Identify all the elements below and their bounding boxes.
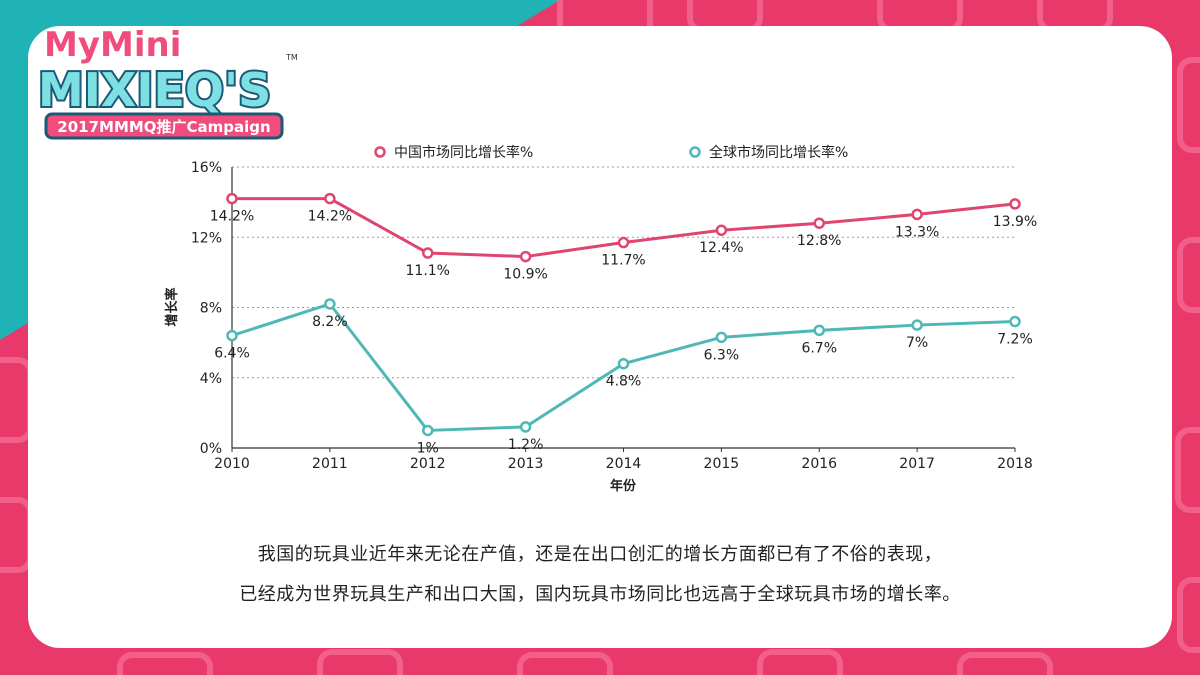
data-label: 7% <box>906 335 928 351</box>
data-point <box>226 329 238 342</box>
global-series: 6.4% 8.2% 1% 1.2% 4.8% 6.3% 6.7% 7% 7.2% <box>214 298 1033 456</box>
data-label: 1% <box>417 440 439 456</box>
chart-series: 14.2% 14.2% 11.1% 10.9% 11.7% 12.4% 12.8% 13.3%… <box>210 192 1037 456</box>
x-axis-title: 年份 <box>610 478 637 494</box>
x-tick-label: 2016 <box>801 456 837 472</box>
x-tick-label: 2012 <box>410 456 446 472</box>
legend-marker <box>374 146 386 158</box>
data-label: 13.9% <box>993 214 1037 230</box>
chart-gridlines <box>232 166 1015 379</box>
data-point <box>911 319 923 331</box>
data-label: 11.7% <box>601 253 645 269</box>
x-tick-label: 2010 <box>214 456 250 472</box>
data-point <box>519 421 532 433</box>
mymini-mixieqs-logo: MyMini MIXIEQ'S TM 2017MMMQ推广Campaign <box>36 24 298 140</box>
x-tick-labels: 2010 2011 2012 2013 2014 2015 2016 2017 2018 <box>214 448 1033 472</box>
data-point <box>324 192 336 205</box>
data-label: 12.4% <box>699 240 743 256</box>
data-label: 13.3% <box>895 224 939 240</box>
y-axis-title: 增长率 <box>164 287 180 326</box>
y-tick-labels: 0% 4% 8% 12% 16% <box>191 160 222 457</box>
data-point <box>226 192 238 205</box>
data-point <box>813 324 825 337</box>
data-point <box>617 357 630 370</box>
data-label: 6.3% <box>704 347 740 363</box>
x-tick-label: 2011 <box>312 456 348 472</box>
campaign-text: 2017MMMQ推广Campaign <box>57 118 270 136</box>
data-point <box>813 217 825 229</box>
y-tick-label: 4% <box>200 371 222 387</box>
data-point <box>324 298 336 310</box>
logo-line-2: MIXIEQ'S <box>38 63 271 117</box>
data-point <box>1009 315 1021 328</box>
data-point <box>1009 198 1021 210</box>
data-label: 11.1% <box>406 263 450 279</box>
china-series: 14.2% 14.2% 11.1% 10.9% 11.7% 12.4% 12.8% 13.3%… <box>210 192 1037 283</box>
data-label: 7.2% <box>997 332 1033 348</box>
data-label: 1.2% <box>508 437 544 453</box>
data-label: 12.8% <box>797 233 841 249</box>
data-point <box>422 247 434 259</box>
x-tick-label: 2015 <box>704 456 740 472</box>
data-point <box>422 424 434 437</box>
data-label: 6.4% <box>214 346 250 362</box>
x-tick-label: 2013 <box>508 456 544 472</box>
legend-label: 中国市场同比增长率% <box>394 144 533 161</box>
y-tick-label: 0% <box>200 441 222 457</box>
data-label: 14.2% <box>308 209 352 225</box>
data-point <box>715 331 728 344</box>
data-point <box>715 224 728 236</box>
y-tick-label: 12% <box>191 230 222 246</box>
y-tick-label: 8% <box>200 301 222 317</box>
chart-legend: 中国市场同比增长率% 全球市场同比增长率% <box>374 144 848 161</box>
data-point <box>519 250 532 263</box>
y-tick-label: 16% <box>191 160 222 176</box>
logo-line-1: MyMini <box>44 25 181 65</box>
data-point <box>617 236 630 249</box>
data-label: 14.2% <box>210 209 254 225</box>
x-tick-label: 2017 <box>899 456 935 472</box>
data-label: 6.7% <box>801 340 837 356</box>
data-label: 8.2% <box>312 314 348 330</box>
caption-line-1: 我国的玩具业近年来无论在产值，还是在出口创汇的增长方面都已有了不俗的表现， <box>257 544 943 565</box>
campaign-banner <box>44 112 284 140</box>
x-tick-label: 2018 <box>997 456 1033 472</box>
x-tick-label: 2014 <box>606 456 642 472</box>
legend-label: 全球市场同比增长率% <box>709 144 848 161</box>
data-point <box>911 208 923 221</box>
legend-marker <box>689 146 701 158</box>
data-label: 4.8% <box>606 374 642 390</box>
caption-line-2: 已经成为世界玩具生产和出口大国，国内玩具市场同比也远高于全球玩具市场的增长率。 <box>239 584 961 605</box>
data-label: 10.9% <box>503 267 547 283</box>
logo-trademark: TM <box>285 53 298 62</box>
